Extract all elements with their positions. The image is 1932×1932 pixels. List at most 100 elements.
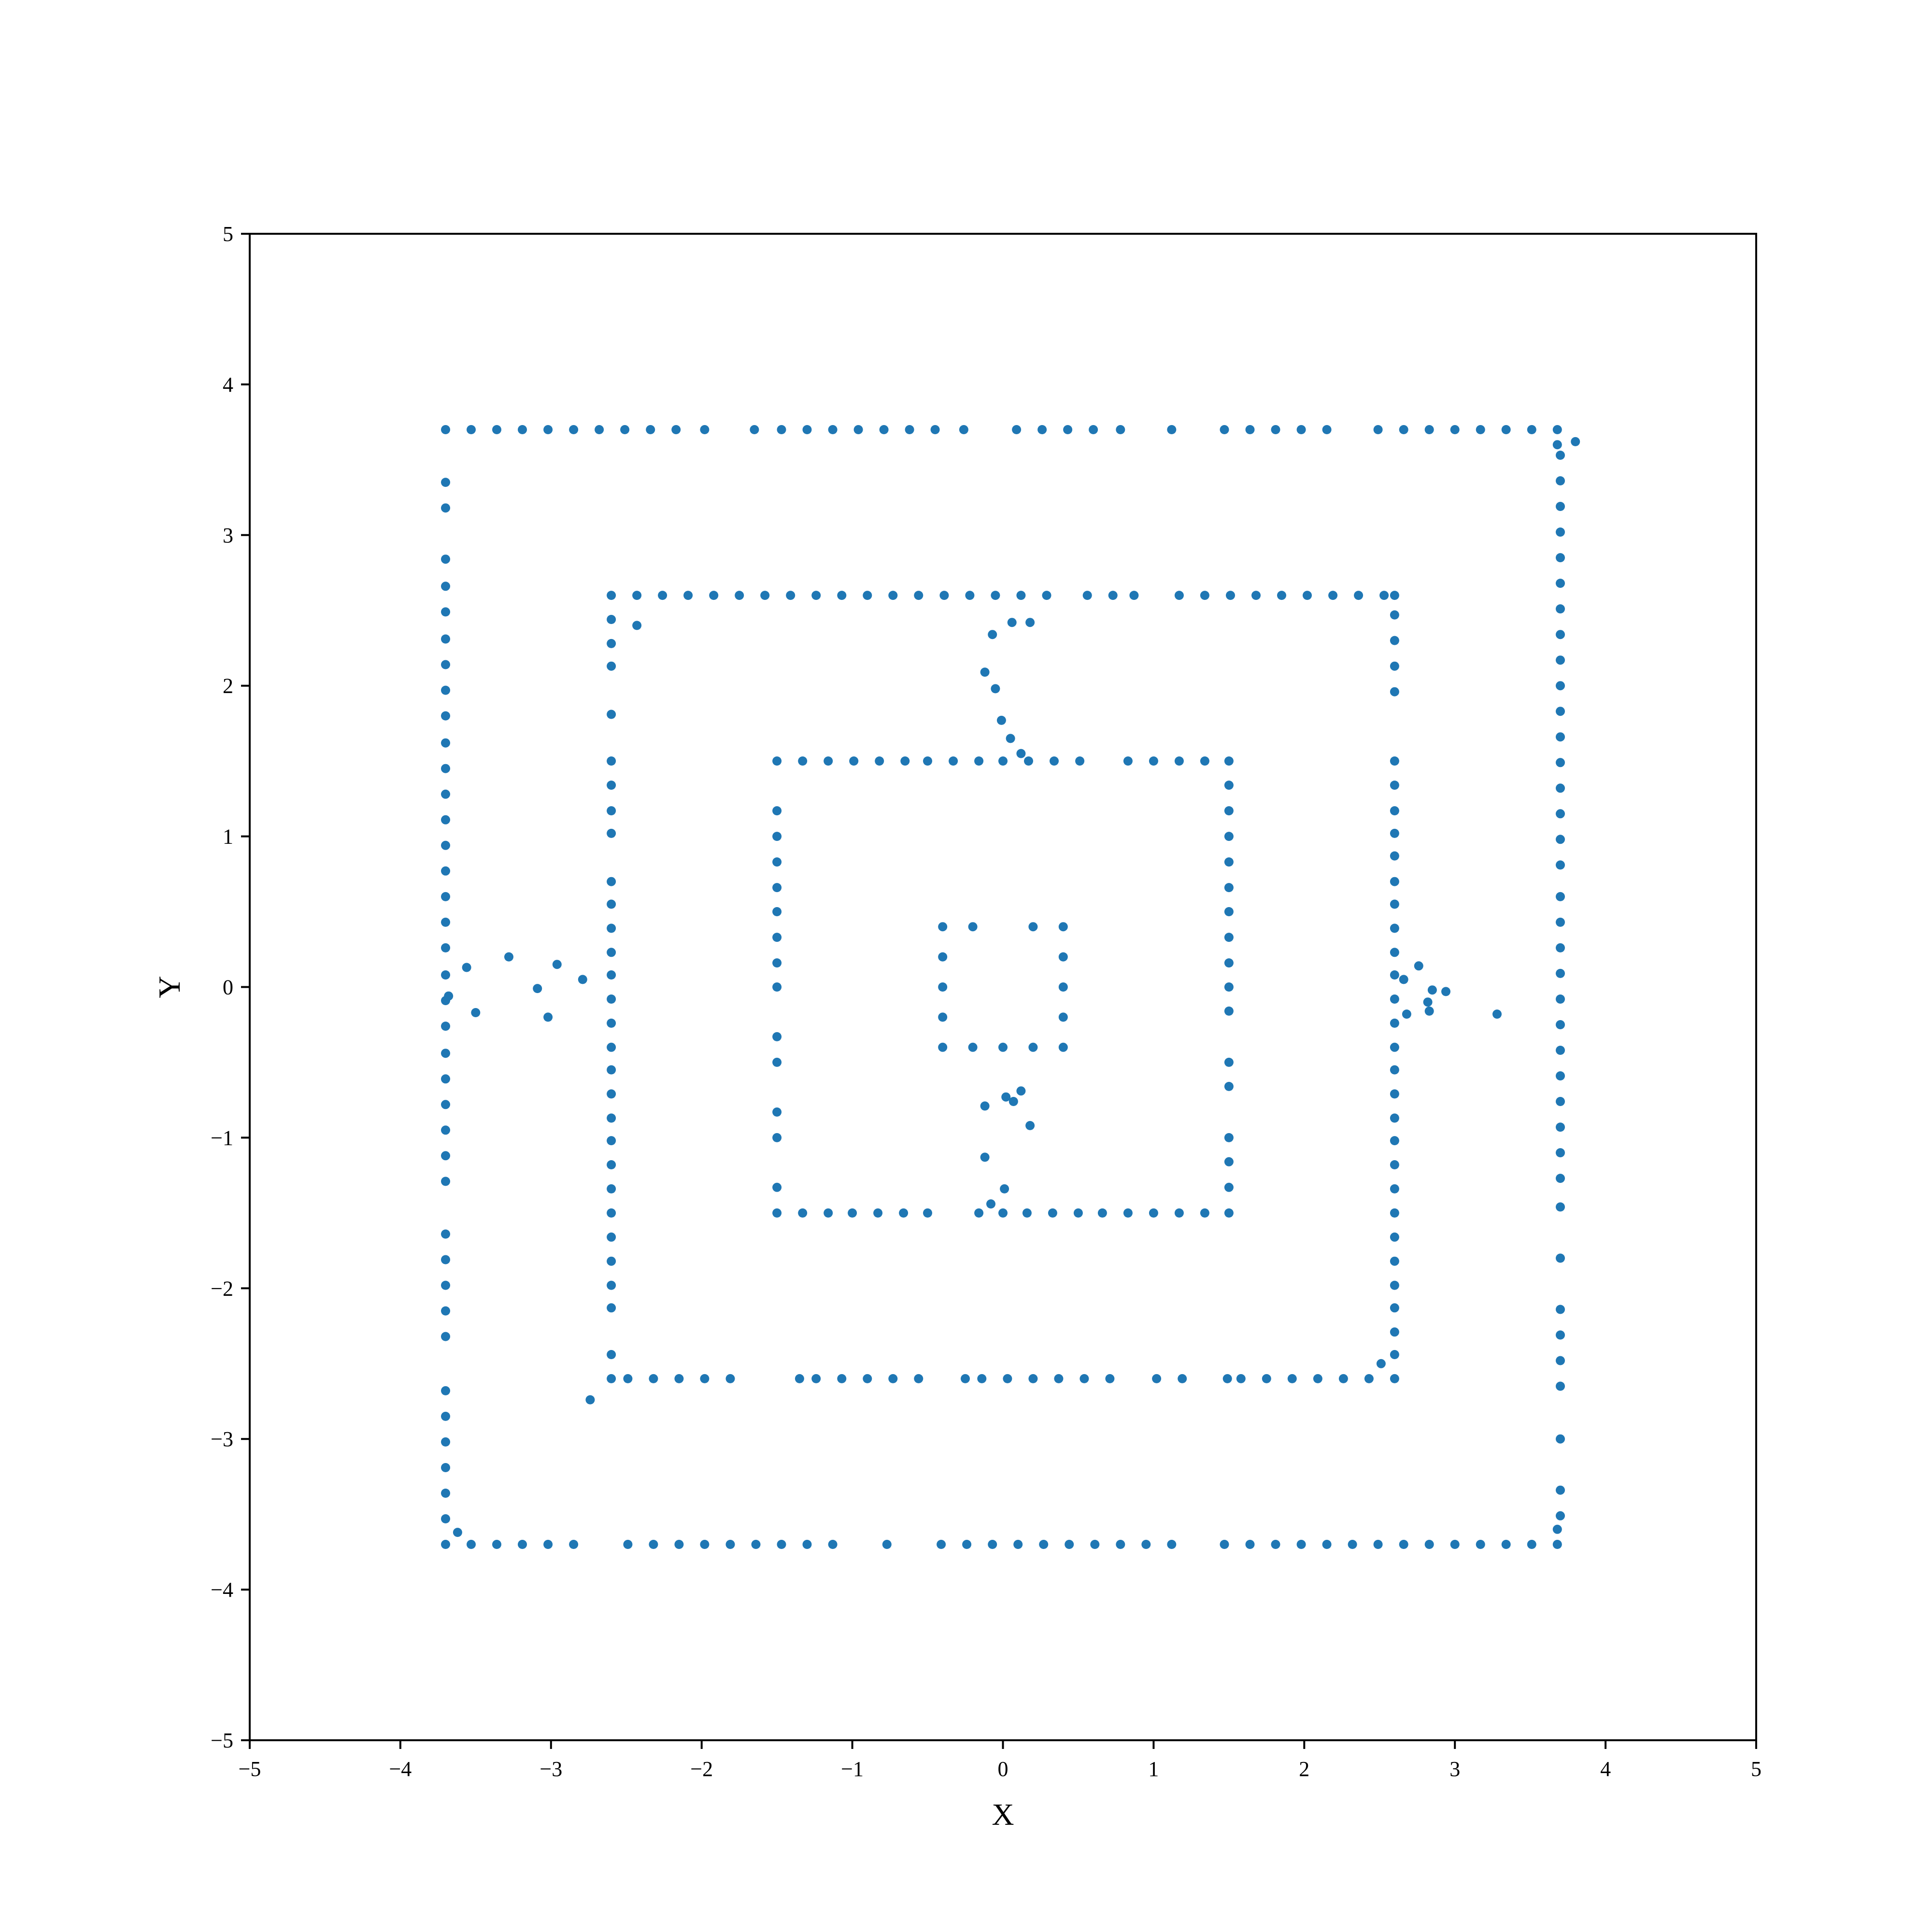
data-point (849, 756, 859, 766)
data-point (1012, 425, 1022, 434)
data-point (1556, 835, 1565, 844)
data-point (467, 425, 476, 434)
data-point (1364, 1374, 1374, 1383)
data-point (772, 1133, 782, 1142)
data-point (1556, 1174, 1565, 1183)
data-point (937, 1540, 946, 1549)
data-point (1390, 591, 1399, 600)
data-point (772, 1032, 782, 1041)
data-point (1390, 1232, 1399, 1242)
data-point (1390, 923, 1399, 933)
data-point (1149, 1208, 1158, 1218)
data-point (1251, 591, 1261, 600)
data-point (1013, 1540, 1023, 1549)
data-point (938, 952, 948, 962)
data-point (1373, 1540, 1383, 1549)
data-point (607, 948, 616, 957)
data-point (607, 639, 616, 648)
data-point (837, 591, 847, 600)
data-point (1174, 756, 1184, 766)
data-point (441, 1074, 450, 1084)
data-point (1073, 1208, 1083, 1218)
data-point (1390, 1374, 1399, 1383)
data-point (1245, 1540, 1255, 1549)
data-point (632, 591, 642, 600)
data-point (824, 1208, 833, 1218)
data-point (1123, 1208, 1133, 1218)
data-point (1427, 985, 1437, 995)
data-point (1390, 1184, 1399, 1193)
data-point (1000, 1184, 1009, 1193)
data-point (607, 661, 616, 671)
data-point (441, 685, 450, 695)
data-point (1492, 1009, 1502, 1019)
data-point (1028, 922, 1038, 932)
data-point (1058, 952, 1068, 962)
data-point (1037, 425, 1047, 434)
data-point (1390, 610, 1399, 620)
data-point (441, 1280, 450, 1290)
data-point (879, 425, 889, 434)
data-point (543, 1540, 553, 1549)
data-point (735, 591, 744, 600)
data-point (441, 634, 450, 644)
data-point (900, 756, 910, 766)
data-point (441, 789, 450, 799)
data-point (1390, 1327, 1399, 1337)
data-point (441, 1177, 450, 1186)
data-point (441, 1386, 450, 1395)
data-point (607, 1065, 616, 1075)
data-point (709, 591, 719, 600)
data-point (607, 615, 616, 624)
data-point (607, 877, 616, 886)
x-tick-label: 1 (1148, 1757, 1159, 1781)
data-point (1048, 1208, 1057, 1218)
data-point (1058, 982, 1068, 992)
data-point (1224, 1182, 1234, 1192)
data-point (1224, 806, 1234, 816)
data-point (863, 1374, 872, 1383)
x-tick-label: 0 (998, 1757, 1009, 1781)
data-point (1390, 636, 1399, 645)
data-point (1080, 1374, 1089, 1383)
data-point (607, 1374, 616, 1383)
y-tick-label: 3 (223, 524, 233, 547)
data-point (1373, 425, 1383, 434)
data-point (1348, 1540, 1357, 1549)
data-point (1224, 756, 1234, 766)
data-point (1220, 425, 1229, 434)
data-point (837, 1374, 847, 1383)
data-point (1354, 591, 1364, 600)
data-point (441, 1022, 450, 1031)
data-point (938, 982, 948, 992)
data-point (848, 1208, 857, 1218)
data-point (1224, 1133, 1234, 1142)
data-point (1009, 1097, 1018, 1106)
data-point (700, 1374, 710, 1383)
data-point (1224, 1157, 1234, 1166)
data-point (441, 866, 450, 876)
data-point (1556, 579, 1565, 588)
x-axis: −5 −4 −3 −2 −1 0 1 2 3 4 5 (239, 1740, 1762, 1781)
data-point (1390, 1350, 1399, 1359)
data-point (772, 883, 782, 893)
data-point (802, 1540, 812, 1549)
data-point (543, 1012, 553, 1022)
data-point (1390, 899, 1399, 909)
data-point (441, 554, 450, 564)
data-point (1313, 1374, 1322, 1383)
data-point (607, 781, 616, 790)
data-point (441, 1514, 450, 1523)
data-point (453, 1528, 462, 1537)
data-point (1224, 781, 1234, 790)
data-point (1328, 591, 1338, 600)
data-point (1390, 1280, 1399, 1290)
data-point (1501, 1540, 1511, 1549)
data-point (750, 425, 759, 434)
data-point (700, 1540, 710, 1549)
data-point (646, 425, 655, 434)
data-point (1390, 948, 1399, 957)
y-tick-label: −2 (211, 1277, 233, 1300)
data-point (1277, 591, 1286, 600)
